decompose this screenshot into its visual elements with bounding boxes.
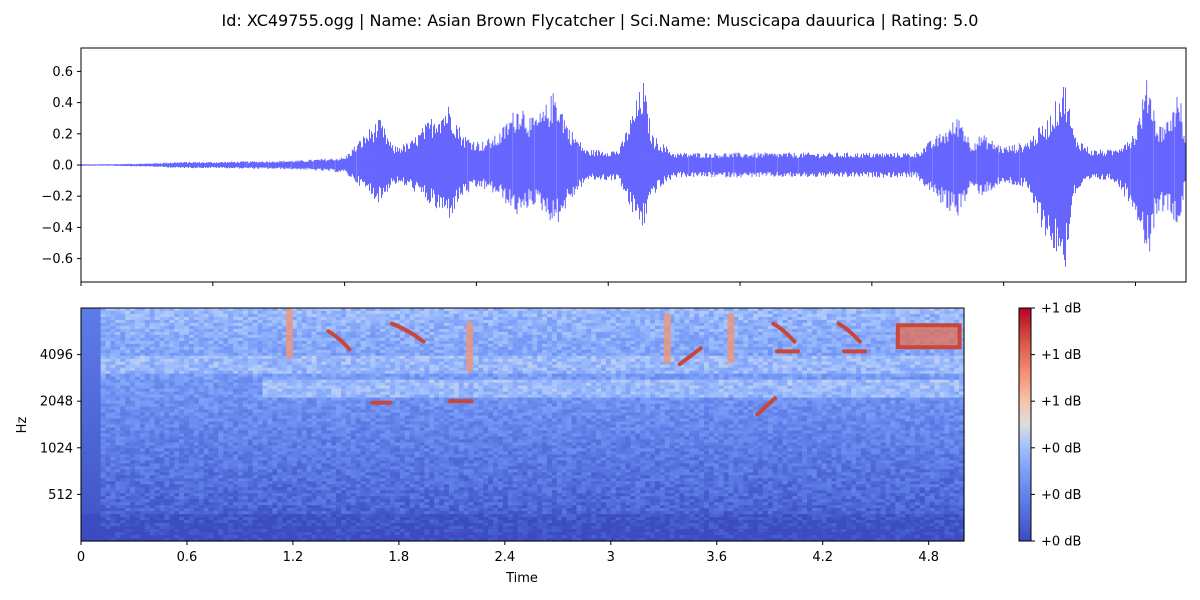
- spectrogram-x-tick-label: 2.4: [494, 550, 515, 565]
- colorbar-tick-label: +0 dB: [1041, 535, 1081, 550]
- spectrogram-y-tick-label: 1024: [40, 441, 73, 456]
- spectrogram-call: [836, 321, 862, 344]
- spectrogram-call: [326, 329, 352, 352]
- spectrogram-x-tick-label: 4.8: [918, 550, 939, 565]
- spectrogram-call: [755, 396, 778, 417]
- waveform-y-tick-label: 0.4: [52, 96, 73, 111]
- spectrogram-image: [81, 308, 965, 542]
- colorbar-gradient: [1018, 307, 1032, 542]
- colorbar-tick-label: +0 dB: [1041, 441, 1081, 456]
- waveform-axes: −0.6 −0.4 −0.2 0.0 0.2 0.4 0.6: [41, 47, 1187, 286]
- spectrogram-y-ticks: 512 1024 2048 4096: [40, 348, 81, 503]
- colorbar-tick-label: +0 dB: [1041, 488, 1081, 503]
- spectrogram-call: [677, 346, 703, 367]
- spectrogram-x-tick-label: 3.6: [706, 550, 727, 565]
- y-axis-label: Hz: [15, 417, 30, 434]
- spectrogram-y-tick-label: 2048: [40, 395, 73, 410]
- waveform-y-tick-label: 0.2: [52, 127, 73, 142]
- waveform-y-tick-label: −0.6: [41, 252, 73, 267]
- spectrogram-frame: [80, 307, 965, 542]
- waveform-y-tick-label: 0.0: [52, 159, 73, 174]
- colorbar: +0 dB +0 dB +0 dB +1 dB +1 dB +1 dB: [1018, 302, 1081, 550]
- spectrogram-x-ticks: 0 0.6 1.2 1.8 2.4 3 3.6 4.2 4.8: [77, 541, 939, 565]
- spectrogram-x-tick-label: 0: [77, 550, 85, 565]
- waveform-y-ticks: −0.6 −0.4 −0.2 0.0 0.2 0.4 0.6: [41, 65, 81, 267]
- figure-title: Id: XC49755.ogg | Name: Asian Brown Flyc…: [222, 11, 979, 30]
- waveform-x-ticks: [80, 282, 1136, 286]
- colorbar-ticks: +0 dB +0 dB +0 dB +1 dB +1 dB +1 dB: [1031, 302, 1081, 550]
- spectrogram-x-tick-label: 0.6: [177, 550, 198, 565]
- colorbar-tick-label: +1 dB: [1041, 302, 1081, 317]
- waveform-y-tick-label: −0.4: [41, 221, 73, 236]
- x-axis-label: Time: [505, 571, 538, 586]
- spectrogram-call: [895, 323, 962, 350]
- colorbar-tick-label: +1 dB: [1041, 348, 1081, 363]
- spectrogram-y-tick-label: 4096: [40, 348, 73, 363]
- colorbar-tick-label: +1 dB: [1041, 395, 1081, 410]
- spectrogram-x-tick-label: 1.2: [283, 550, 304, 565]
- spectrogram-x-tick-label: 4.2: [812, 550, 833, 565]
- spectrogram-call: [389, 321, 426, 344]
- spectrogram-y-tick-label: 512: [48, 488, 73, 503]
- spectrogram-x-tick-label: 3: [607, 550, 615, 565]
- waveform-y-tick-label: 0.6: [52, 65, 73, 80]
- spectrogram-x-tick-label: 1.8: [389, 550, 410, 565]
- waveform-y-tick-label: −0.2: [41, 190, 73, 205]
- spectrogram-call: [771, 321, 797, 344]
- spectrogram-calls: [285, 308, 962, 417]
